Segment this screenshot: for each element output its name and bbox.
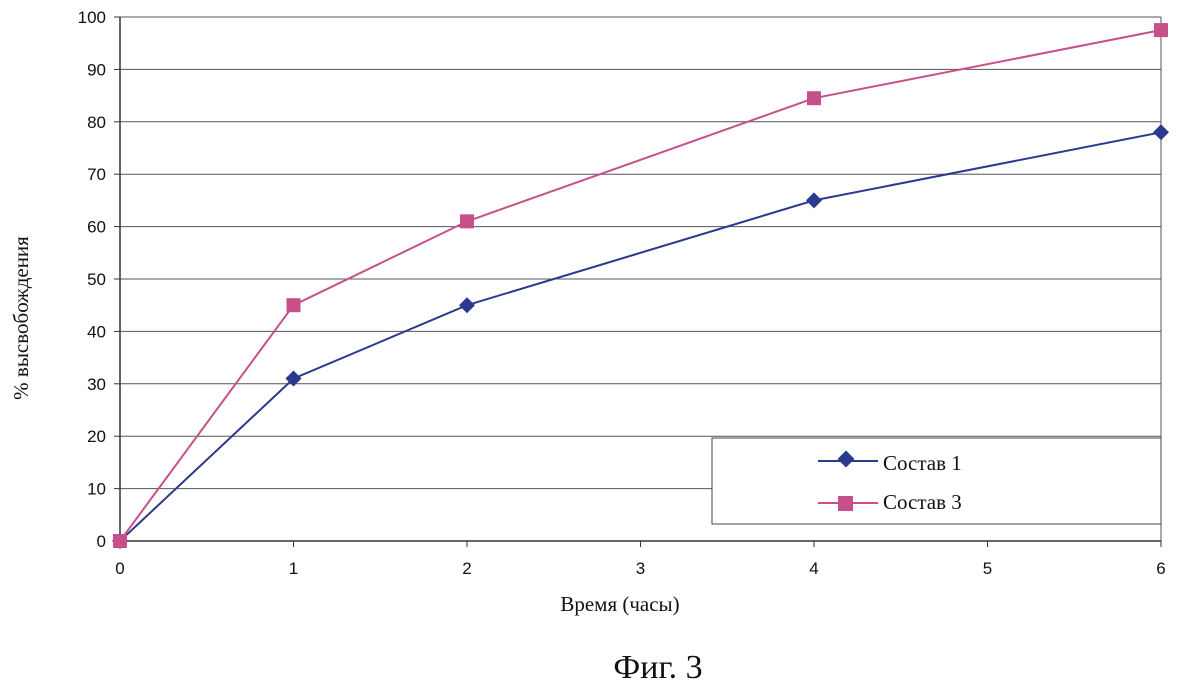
legend-label-2: Состав 3 — [883, 490, 962, 514]
y-tick-label: 70 — [87, 165, 106, 184]
data-point-s2-0 — [113, 534, 127, 548]
y-tick-label: 10 — [87, 480, 106, 499]
x-axis-title: Время (часы) — [560, 592, 679, 616]
y-tick-label: 20 — [87, 427, 106, 446]
y-tick-label: 30 — [87, 375, 106, 394]
y-tick-label: 40 — [87, 322, 106, 341]
x-tick-label: 6 — [1156, 559, 1165, 578]
y-tick-label: 50 — [87, 270, 106, 289]
y-axis-title: % высвобождения — [9, 236, 33, 400]
legend-label-1: Состав 1 — [883, 451, 962, 475]
y-tick-label: 60 — [87, 218, 106, 237]
legend: Состав 1 Состав 3 — [712, 438, 1161, 524]
y-tick-label: 100 — [78, 8, 106, 27]
data-point-s2-1 — [287, 298, 301, 312]
x-tick-label: 3 — [636, 559, 645, 578]
x-tick-label: 0 — [115, 559, 124, 578]
y-tick-label: 0 — [97, 532, 106, 551]
data-point-s2-3 — [807, 91, 821, 105]
data-point-s2-4 — [1154, 23, 1168, 37]
x-tick-label: 2 — [462, 559, 471, 578]
x-tick-labels: 0 1 2 3 4 5 6 — [115, 559, 1165, 578]
y-tick-labels: 0 10 20 30 40 50 60 70 80 90 100 — [78, 8, 106, 551]
data-point-s1-2 — [459, 297, 475, 313]
legend-marker-2 — [838, 496, 853, 511]
x-tick-label: 4 — [809, 559, 818, 578]
x-tick-label: 1 — [289, 559, 298, 578]
y-tick-label: 80 — [87, 113, 106, 132]
y-tick-label: 90 — [87, 60, 106, 79]
data-point-s1-3 — [806, 192, 822, 208]
data-point-s2-2 — [460, 214, 474, 228]
x-tick-label: 5 — [983, 559, 992, 578]
figure-caption: Фиг. 3 — [613, 649, 702, 686]
data-point-s1-4 — [1153, 124, 1169, 140]
